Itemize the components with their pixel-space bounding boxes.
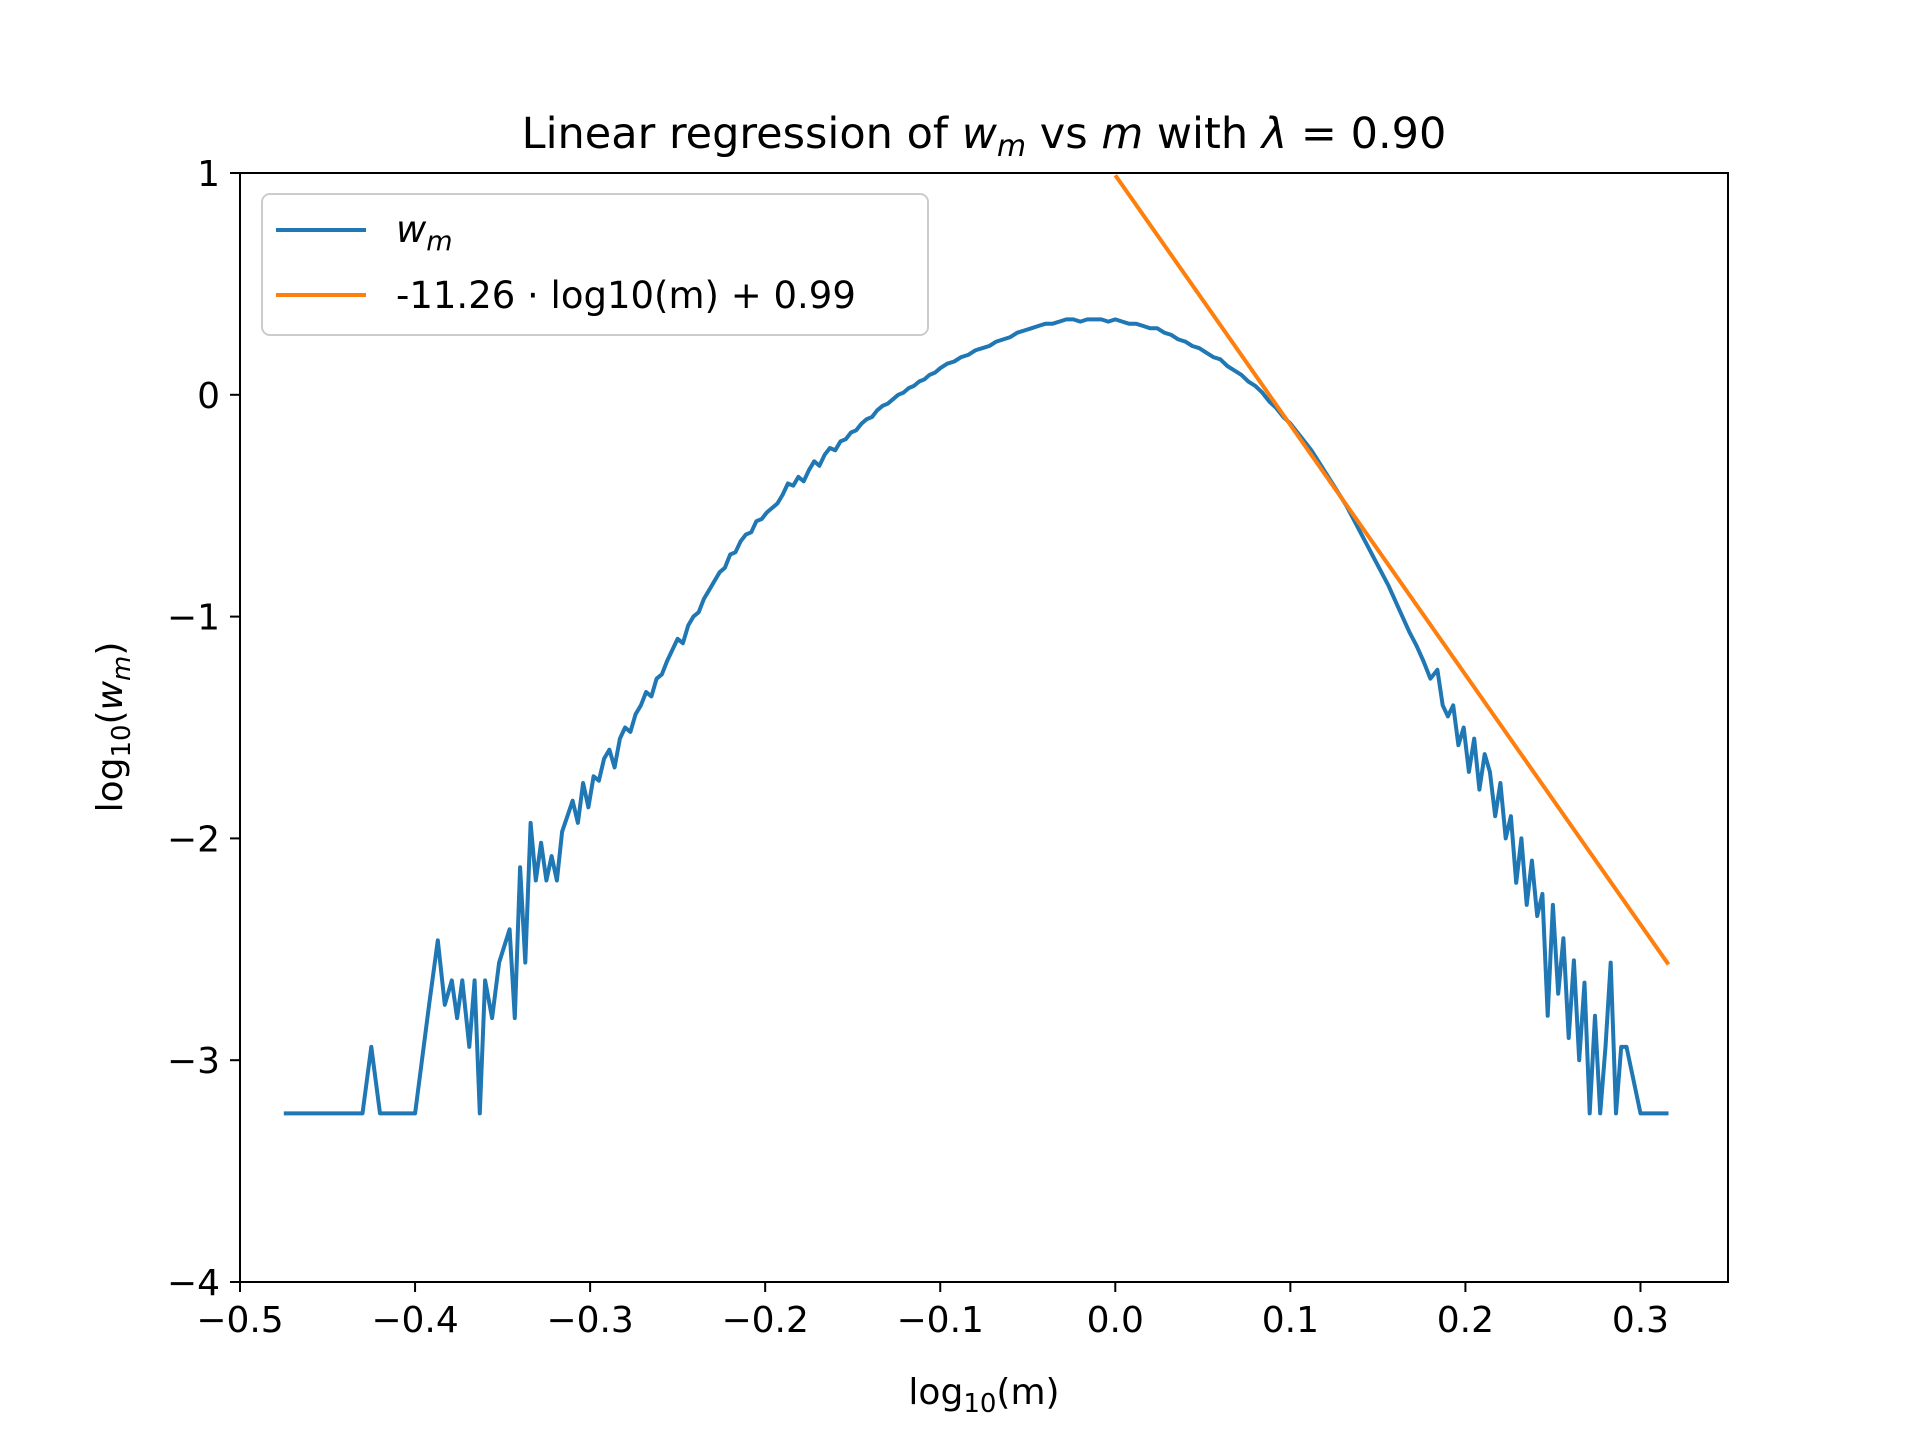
x-axis-label: log10(m)	[908, 1372, 1059, 1419]
x-axis: −0.5 −0.4 −0.3 −0.2 −0.1 0.0 0.1 0.2 0.3	[196, 1282, 1669, 1341]
x-tick-label: −0.2	[721, 1300, 808, 1341]
x-tick-label: 0.0	[1087, 1300, 1144, 1341]
x-tick-label: −0.4	[371, 1300, 458, 1341]
y-axis-label: log10(wm)	[90, 642, 137, 813]
y-tick-label: −4	[167, 1263, 220, 1304]
legend-label-wm: wm	[396, 208, 453, 257]
axes-frame	[239, 172, 1729, 1283]
y-tick-label: 1	[197, 154, 220, 195]
x-tick-label: 0.1	[1262, 1300, 1319, 1341]
x-tick-label: −0.5	[196, 1300, 283, 1341]
chart-title: Linear regression of wm vs m with λ = 0.…	[522, 109, 1447, 164]
y-tick-label: 0	[197, 376, 220, 417]
series-layer	[283, 174, 1671, 1116]
y-tick-label: −1	[167, 598, 220, 639]
y-tick-label: −2	[167, 819, 220, 860]
x-tick-label: −0.1	[897, 1300, 984, 1341]
legend-label-fit: -11.26 · log10(m) + 0.99	[396, 274, 856, 317]
legend-box	[261, 193, 929, 336]
series-line-wm	[283, 317, 1669, 1116]
x-tick-label: 0.2	[1437, 1300, 1494, 1341]
series-line-fit	[1113, 174, 1671, 966]
x-tick-label: −0.3	[546, 1300, 633, 1341]
y-axis: 1 0 −1 −2 −3 −4	[167, 154, 240, 1304]
y-tick-label: −3	[167, 1041, 220, 1082]
x-tick-label: 0.3	[1612, 1300, 1669, 1341]
legend: wm -11.26 · log10(m) + 0.99	[261, 193, 929, 336]
